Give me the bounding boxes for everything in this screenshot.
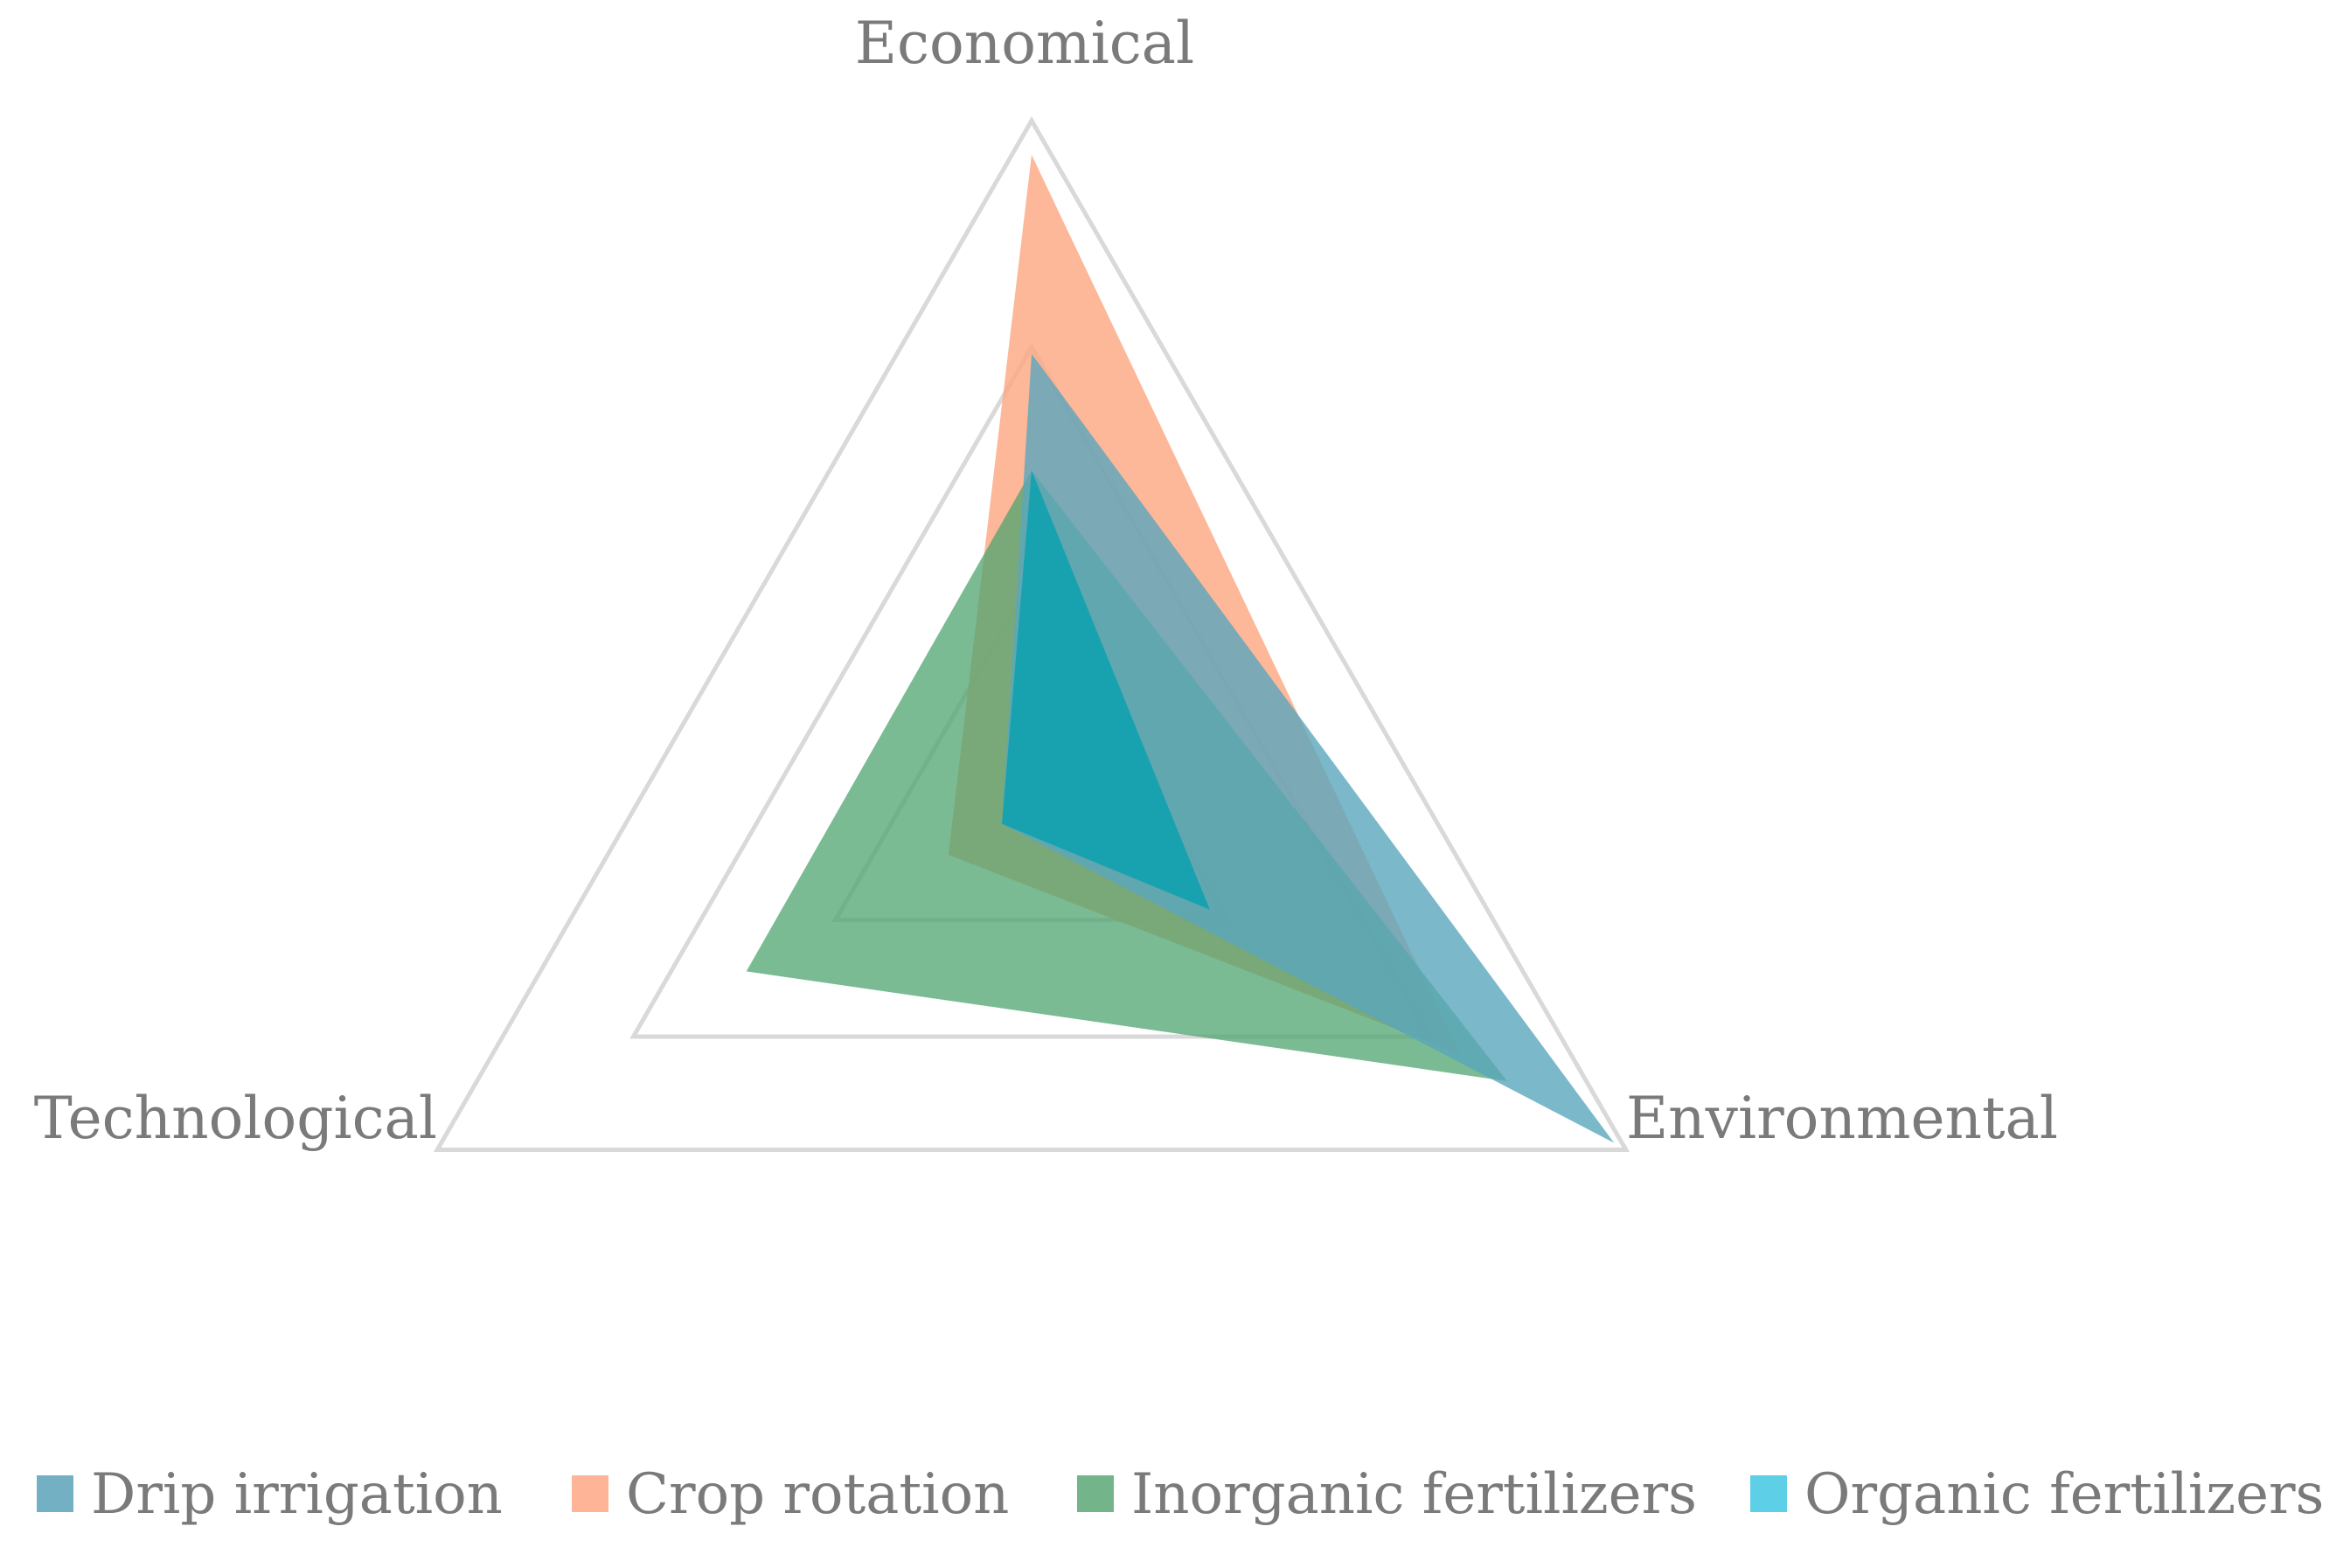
legend-item-drip-irrigation: Drip irrigation	[37, 1462, 503, 1527]
legend-label-organic-fertilizers: Organic fertilizers	[1804, 1462, 2324, 1527]
legend-swatch-organic-fertilizers	[1750, 1475, 1787, 1512]
legend-swatch-crop-rotation	[572, 1475, 608, 1512]
legend-label-inorganic-fertilizers: Inorganic fertilizers	[1131, 1462, 1697, 1527]
series-drip-irrigation	[1002, 353, 1615, 1143]
axis-label-technological: Technological	[34, 1085, 437, 1152]
legend-label-drip-irrigation: Drip irrigation	[91, 1462, 503, 1527]
legend-label-crop-rotation: Crop rotation	[626, 1462, 1009, 1527]
axis-label-environmental: Environmental	[1626, 1085, 2058, 1152]
legend-item-organic-fertilizers: Organic fertilizers	[1750, 1462, 2324, 1527]
gridline-3	[433, 115, 1630, 1152]
axis-label-economical: Economical	[855, 10, 1194, 77]
legend-item-crop-rotation: Crop rotation	[572, 1462, 1009, 1527]
legend-swatch-inorganic-fertilizers	[1077, 1475, 1114, 1512]
legend-item-inorganic-fertilizers: Inorganic fertilizers	[1077, 1462, 1697, 1527]
radar-series	[746, 155, 1615, 1143]
legend-swatch-drip-irrigation	[37, 1475, 73, 1512]
legend: Drip irrigation Crop rotation Inorganic …	[37, 1462, 2324, 1527]
series-organic-fertilizers	[1002, 470, 1210, 910]
